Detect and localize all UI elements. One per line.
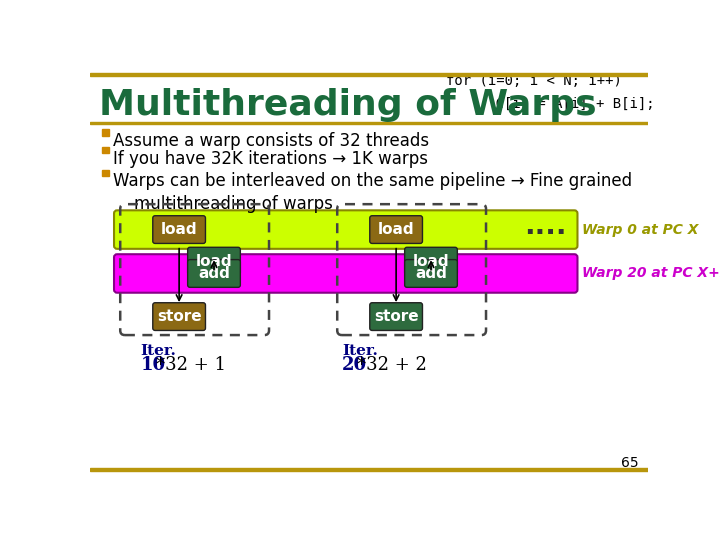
Text: load: load — [413, 254, 449, 268]
Bar — [90, 122, 648, 124]
FancyBboxPatch shape — [188, 260, 240, 287]
Text: load: load — [196, 254, 233, 268]
Text: 65: 65 — [621, 456, 639, 470]
FancyBboxPatch shape — [405, 247, 457, 275]
Text: store: store — [374, 309, 418, 324]
Text: store: store — [157, 309, 202, 324]
FancyBboxPatch shape — [405, 260, 457, 287]
Text: *32 + 2: *32 + 2 — [357, 356, 427, 374]
FancyBboxPatch shape — [153, 303, 205, 330]
Text: load: load — [378, 222, 415, 237]
Text: 10: 10 — [140, 356, 166, 374]
Bar — [102, 170, 109, 176]
FancyBboxPatch shape — [114, 211, 577, 249]
Text: Warp 20 at PC X+2: Warp 20 at PC X+2 — [582, 266, 720, 280]
Text: ....: .... — [524, 213, 567, 240]
Bar — [90, 468, 648, 471]
Text: Iter.: Iter. — [342, 343, 378, 357]
FancyBboxPatch shape — [188, 247, 240, 275]
Text: If you have 32K iterations → 1K warps: If you have 32K iterations → 1K warps — [113, 150, 428, 167]
Text: Multithreading of Warps: Multithreading of Warps — [99, 88, 597, 122]
FancyBboxPatch shape — [114, 254, 577, 293]
Text: for (i=0; i < N; i++): for (i=0; i < N; i++) — [446, 74, 622, 88]
Text: load: load — [161, 222, 197, 237]
Text: *32 + 1: *32 + 1 — [156, 356, 226, 374]
Text: Warps can be interleaved on the same pipeline → Fine grained
    multithreading : Warps can be interleaved on the same pip… — [113, 172, 632, 213]
FancyBboxPatch shape — [370, 215, 423, 244]
Text: Assume a warp consists of 32 threads: Assume a warp consists of 32 threads — [113, 132, 429, 150]
Text: Warp 0 at PC X: Warp 0 at PC X — [582, 222, 698, 237]
Bar — [102, 147, 109, 153]
FancyBboxPatch shape — [370, 303, 423, 330]
Bar — [90, 72, 648, 76]
Bar — [102, 130, 109, 136]
Text: add: add — [198, 266, 230, 281]
Text: 20: 20 — [342, 356, 367, 374]
Text: add: add — [415, 266, 447, 281]
Text: Iter.: Iter. — [140, 343, 176, 357]
FancyBboxPatch shape — [153, 215, 205, 244]
Text: C[i] = A[i] + B[i];: C[i] = A[i] + B[i]; — [462, 97, 654, 111]
